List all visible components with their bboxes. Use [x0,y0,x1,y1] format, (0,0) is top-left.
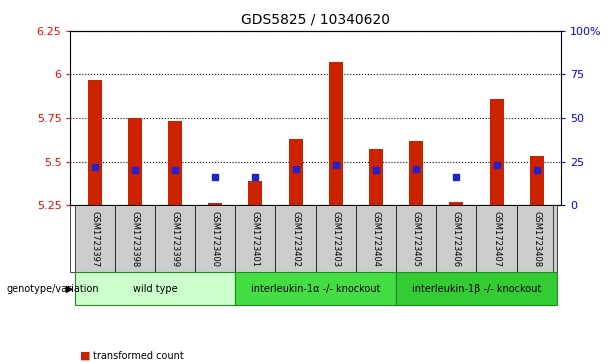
Bar [208,203,223,205]
Text: interleukin-1α -/- knockout: interleukin-1α -/- knockout [251,284,381,294]
Bar [275,205,316,272]
Text: genotype/variation: genotype/variation [6,284,99,294]
Text: GSM1723399: GSM1723399 [170,211,180,267]
Text: GSM1723397: GSM1723397 [90,211,99,267]
Bar [396,205,436,272]
Bar [235,272,396,305]
Text: GSM1723400: GSM1723400 [211,211,219,267]
Bar [316,205,356,272]
Text: GSM1723404: GSM1723404 [371,211,381,267]
Text: GSM1723407: GSM1723407 [492,211,501,267]
Text: interleukin-1β -/- knockout: interleukin-1β -/- knockout [412,284,541,294]
Text: ▶: ▶ [66,284,73,294]
Text: GSM1723408: GSM1723408 [532,211,541,267]
Text: transformed count: transformed count [93,351,184,361]
Bar [75,272,235,305]
Bar [490,99,504,205]
Bar [289,139,303,205]
Bar [369,149,383,205]
Text: GSM1723402: GSM1723402 [291,211,300,267]
Text: GSM1723401: GSM1723401 [251,211,260,267]
Text: GSM1723398: GSM1723398 [131,211,139,267]
Bar [449,201,463,205]
Bar [476,205,517,272]
Bar [396,272,557,305]
Bar [329,62,343,205]
Bar [409,140,423,205]
Bar [356,205,396,272]
Text: GSM1723405: GSM1723405 [412,211,421,267]
Bar [195,205,235,272]
Bar [128,118,142,205]
Text: wild type: wild type [132,284,177,294]
Bar [235,205,275,272]
Bar [517,205,557,272]
Bar [530,156,544,205]
Text: GSM1723406: GSM1723406 [452,211,461,267]
Bar [115,205,155,272]
Bar [155,205,195,272]
Bar [248,181,262,205]
Bar [88,79,102,205]
Text: ■: ■ [80,351,90,361]
Text: GSM1723403: GSM1723403 [331,211,340,267]
Title: GDS5825 / 10340620: GDS5825 / 10340620 [241,13,390,27]
Bar [168,122,182,205]
Bar [75,205,115,272]
Bar [436,205,476,272]
